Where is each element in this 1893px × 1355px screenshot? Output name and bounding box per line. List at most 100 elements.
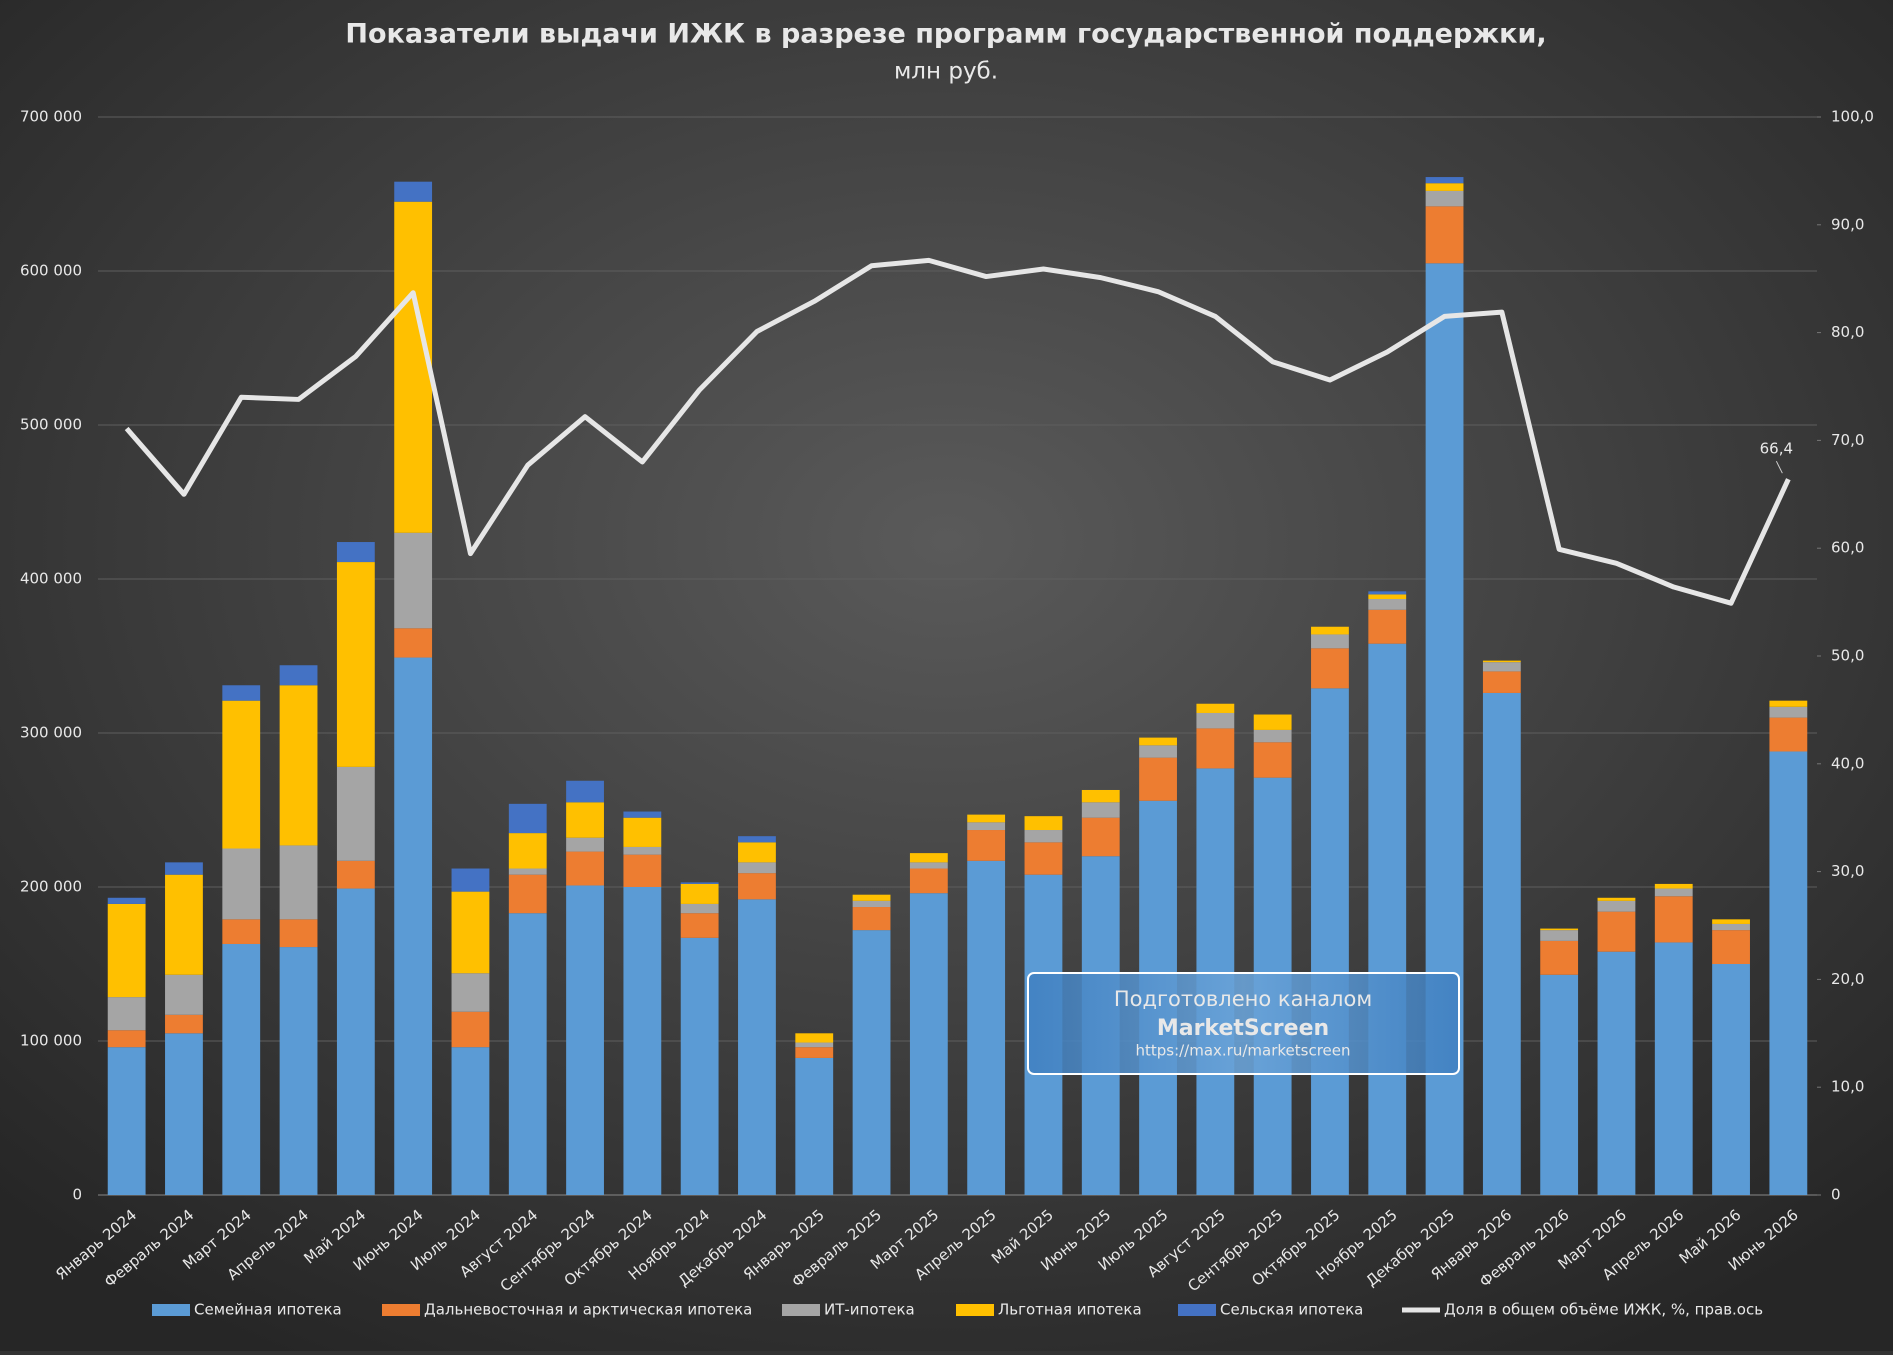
bar-segment xyxy=(1540,930,1579,941)
bar-segment xyxy=(451,973,490,1012)
y2-tick-label: 40,0 xyxy=(1831,754,1864,772)
bar-segment xyxy=(566,851,604,886)
bar-segment xyxy=(1654,888,1693,897)
bar-segment xyxy=(738,873,776,900)
data-label: 66,4 xyxy=(1760,440,1793,458)
y2-tick-label: 80,0 xyxy=(1831,323,1864,341)
y-tick-label: 100 000 xyxy=(20,1032,82,1050)
bar-segment xyxy=(1425,183,1464,191)
y2-tick-label: 10,0 xyxy=(1831,1078,1864,1096)
bar-segment xyxy=(107,1047,146,1195)
bar-segment xyxy=(680,903,719,914)
bar-segment xyxy=(165,974,203,1015)
bar-segment xyxy=(1597,911,1636,952)
bar-segment xyxy=(1425,177,1464,184)
bar-segment xyxy=(795,1047,834,1058)
bar-segment xyxy=(623,887,662,1195)
bar-segment xyxy=(738,842,776,863)
bar-segment xyxy=(623,846,662,855)
chart-title: Показатели выдачи ИЖК в разрезе программ… xyxy=(345,19,1546,50)
bar-segment xyxy=(1769,717,1808,752)
bar-segment xyxy=(394,201,433,533)
bar-segment xyxy=(1540,974,1579,1195)
bar-segment xyxy=(508,803,547,834)
bar-segment xyxy=(1139,745,1177,758)
bar-segment xyxy=(451,891,490,974)
watermark: Подготовлено каналом MarketScreen https:… xyxy=(1027,972,1460,1075)
bar-segment xyxy=(1253,714,1292,730)
bar-segment xyxy=(566,837,604,852)
bar-segment xyxy=(1769,706,1808,718)
bar-segment xyxy=(451,1047,490,1195)
bar-segment xyxy=(1482,671,1521,693)
bar-segment xyxy=(680,883,719,904)
bar-segment xyxy=(852,900,891,908)
bar-segment xyxy=(279,919,318,948)
bar-segment xyxy=(566,780,604,803)
bar-segment xyxy=(107,897,146,904)
bar-segment xyxy=(1024,816,1063,831)
bar-segment xyxy=(1712,930,1750,964)
bar-segment xyxy=(1081,789,1120,803)
bar-segment xyxy=(394,657,433,1195)
chart-subtitle: млн руб. xyxy=(894,59,998,85)
bar-segment xyxy=(909,868,948,894)
bar-segment xyxy=(1196,703,1235,713)
y-tick-label: 700 000 xyxy=(20,108,82,126)
bar-segment xyxy=(1712,923,1750,931)
bar-segment xyxy=(394,181,433,202)
y-tick-label: 400 000 xyxy=(20,570,82,588)
bar-segment xyxy=(508,874,547,914)
y2-tick-label: 90,0 xyxy=(1831,215,1864,233)
bar-segment xyxy=(336,766,375,861)
bar-segment xyxy=(1368,599,1407,610)
bar-segment xyxy=(222,700,261,849)
y2-tick-label: 70,0 xyxy=(1831,431,1864,449)
bar-segment xyxy=(623,854,662,887)
bar-segment xyxy=(451,868,490,892)
bar-segment xyxy=(909,862,948,869)
y-tick-label: 500 000 xyxy=(20,416,82,434)
bar-segment xyxy=(1024,830,1063,843)
bar-segment xyxy=(508,913,547,1195)
bar-segment xyxy=(336,562,375,767)
bar-segment xyxy=(1597,951,1636,1195)
bar-segment xyxy=(1196,712,1235,729)
bar-segment xyxy=(1769,751,1808,1195)
bar-segment xyxy=(107,1030,146,1048)
legend-swatch xyxy=(782,1304,820,1316)
bar-segment xyxy=(1597,897,1636,901)
y2-tick-label: 0 xyxy=(1831,1186,1841,1204)
bar-segment xyxy=(566,802,604,838)
bar-segment xyxy=(566,885,604,1195)
bar-segment xyxy=(1425,206,1464,264)
bar-segment xyxy=(1597,900,1636,912)
y2-tick-label: 60,0 xyxy=(1831,539,1864,557)
bar-segment xyxy=(967,860,1006,1195)
watermark-url: https://max.ru/marketscreen xyxy=(1135,1042,1350,1060)
legend-swatch xyxy=(1178,1304,1216,1316)
bar-segment xyxy=(1024,842,1063,875)
bar-segment xyxy=(1368,594,1407,600)
bar-segment xyxy=(1368,591,1407,595)
bar-segment xyxy=(738,899,776,1195)
bar-segment xyxy=(1654,942,1693,1195)
bar-segment xyxy=(795,1042,834,1048)
bar-segment xyxy=(165,1014,203,1034)
bar-segment xyxy=(1368,609,1407,644)
bar-segment xyxy=(1540,940,1579,975)
bar-segment xyxy=(165,1033,203,1195)
bar-segment xyxy=(1482,692,1521,1195)
bar-segment xyxy=(279,947,318,1195)
bar-segment xyxy=(1654,896,1693,943)
line-series xyxy=(124,257,1791,606)
bar-segment xyxy=(738,836,776,843)
bar-segment xyxy=(394,532,433,629)
bar-segment xyxy=(107,903,146,998)
bar-segment xyxy=(1311,634,1349,649)
bar-segment xyxy=(1139,737,1177,746)
y2-tick-label: 50,0 xyxy=(1831,647,1864,665)
bar-segment xyxy=(680,937,719,1195)
bar-segment xyxy=(279,685,318,846)
